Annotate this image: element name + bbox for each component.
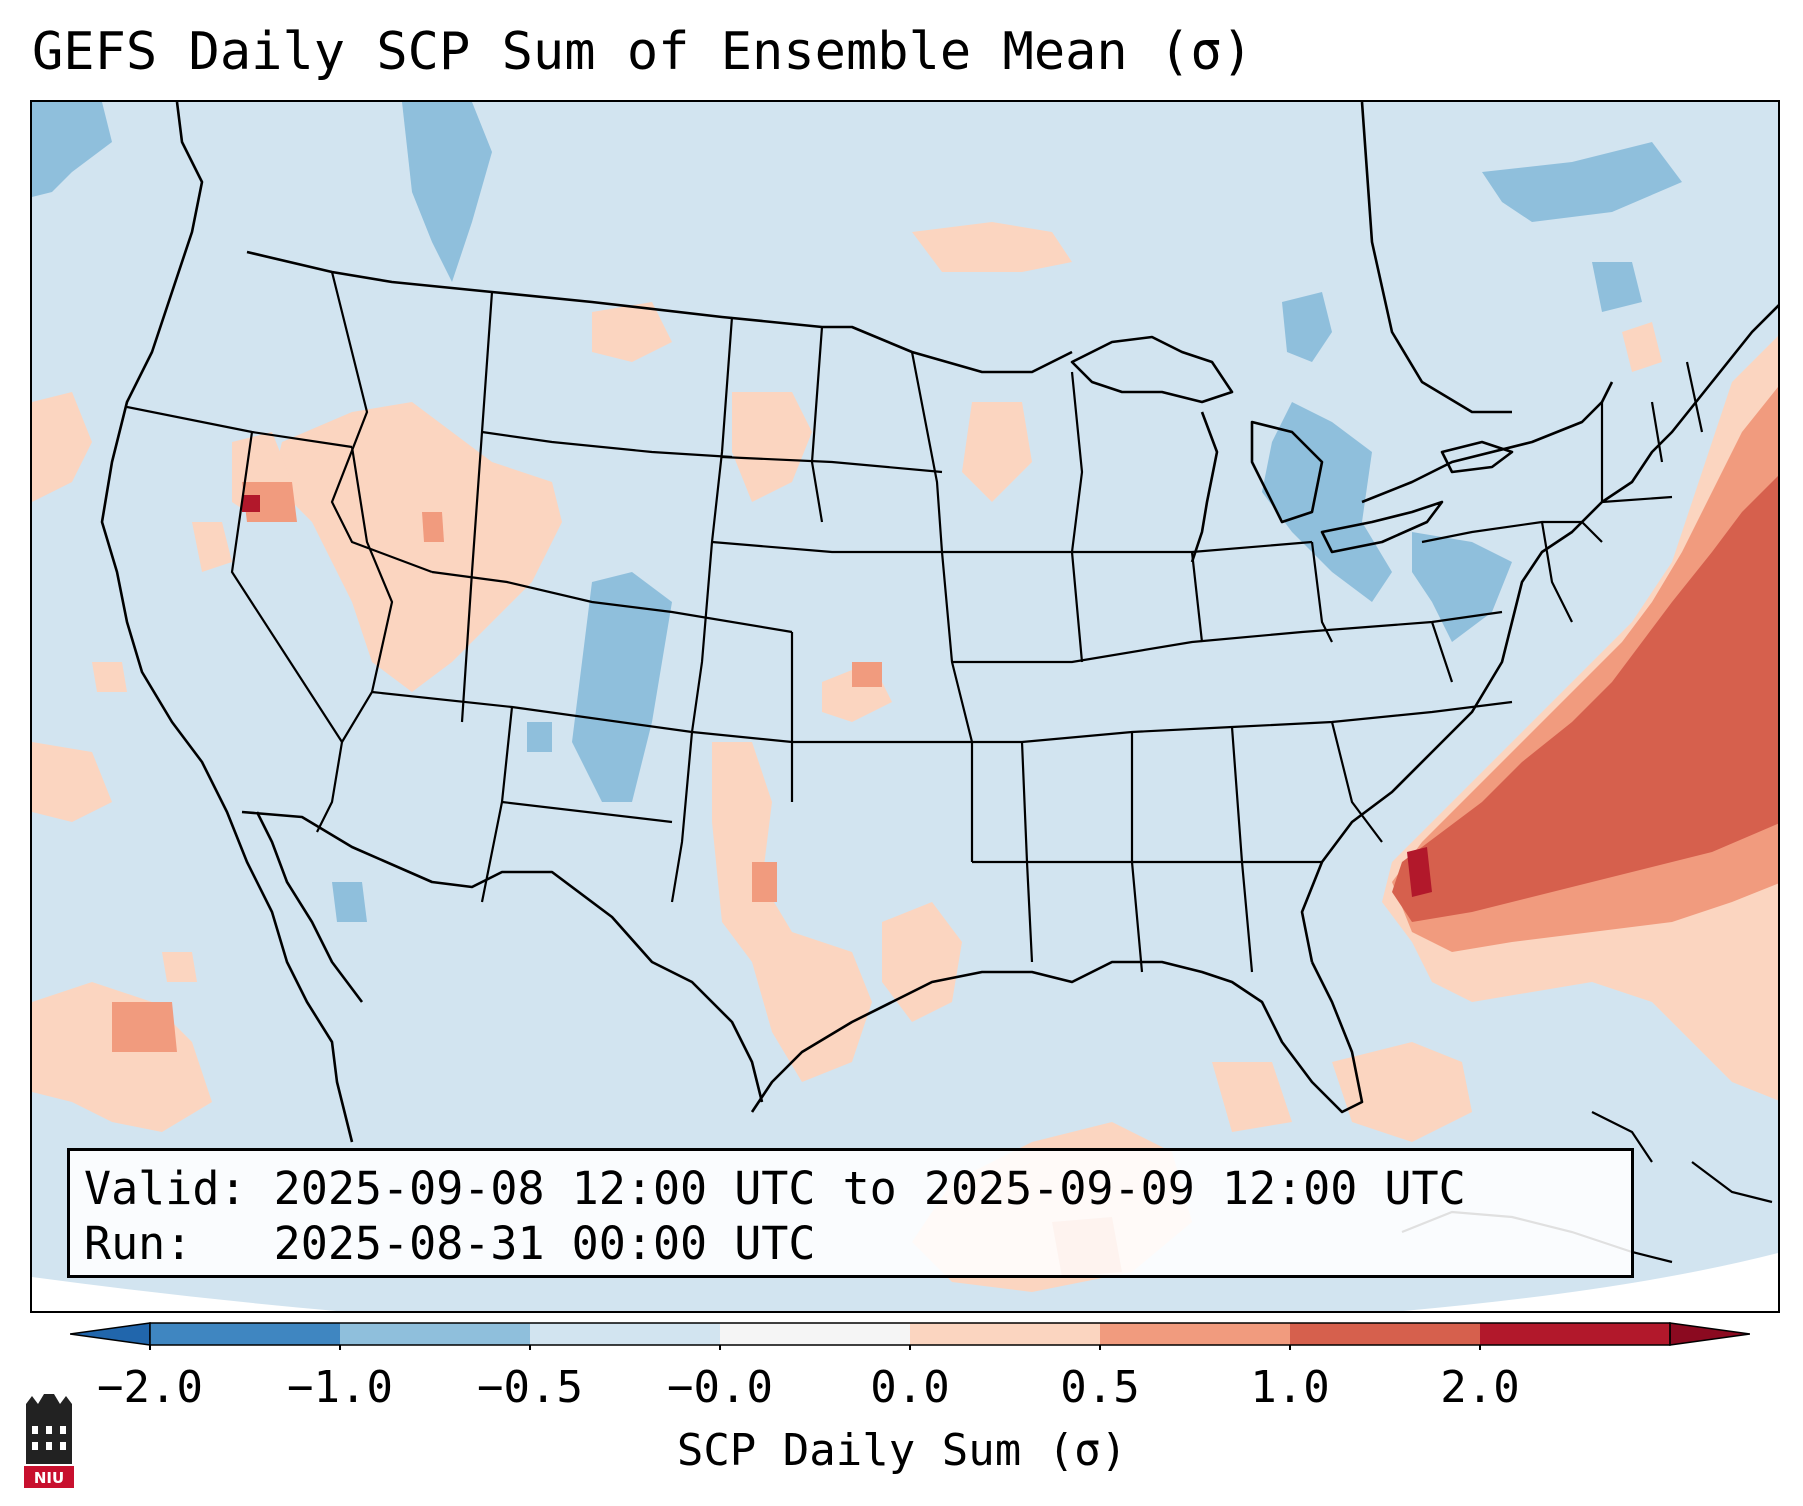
- colorbar-segment: [910, 1323, 1101, 1345]
- colorbar-segment: [530, 1323, 721, 1345]
- colorbar-tick-label: 0.0: [870, 1362, 950, 1413]
- colorbar-extend-low: [70, 1322, 151, 1346]
- colorbar-tick-label: −1.0: [287, 1362, 393, 1413]
- colorbar-segment: [720, 1323, 911, 1345]
- colorbar-segment: [150, 1323, 341, 1345]
- page-title: GEFS Daily SCP Sum of Ensemble Mean (σ): [32, 22, 1253, 82]
- colorbar-tick-label: −0.0: [667, 1362, 773, 1413]
- colorbar-segments: [70, 1322, 1750, 1346]
- niu-building-icon: NIU: [24, 1394, 74, 1488]
- outside-domain: [32, 1253, 1778, 1311]
- colorbar-ticks: [149, 1345, 1481, 1350]
- colorbar-segment: [1100, 1323, 1291, 1345]
- colorbar-extend-high: [1669, 1322, 1750, 1346]
- colorbar-tick-label: −2.0: [97, 1362, 203, 1413]
- colorbar-segment: [340, 1323, 531, 1345]
- colorbar-segment: [1480, 1323, 1671, 1345]
- colorbar-tick-label: 2.0: [1440, 1362, 1520, 1413]
- strong-positive-patches: [242, 495, 260, 512]
- valid-time-text: Valid: 2025-09-08 12:00 UTC to 2025-09-0…: [84, 1162, 1466, 1215]
- map-panel: [30, 100, 1780, 1313]
- colorbar-tick-label: −0.5: [477, 1362, 583, 1413]
- colorbar-label: SCP Daily Sum (σ): [676, 1425, 1128, 1476]
- coastlines: [100, 102, 1778, 1143]
- colorbar-tick-label: 1.0: [1250, 1362, 1330, 1413]
- atlantic-positive-band: [1382, 336, 1778, 1101]
- colorbar-tick-label: 0.5: [1060, 1362, 1140, 1413]
- anomaly-map: [32, 102, 1778, 1311]
- background-field: [32, 102, 1778, 1311]
- state-borders: [126, 271, 1704, 973]
- negative-anomaly-patches: [32, 102, 1682, 922]
- run-info-box: Valid: 2025-09-08 12:00 UTC to 2025-09-0…: [67, 1148, 1634, 1278]
- colorbar: [70, 1322, 1750, 1350]
- logo-text: NIU: [34, 1469, 64, 1487]
- run-time-text: Run: 2025-08-31 00:00 UTC: [84, 1217, 816, 1270]
- colorbar-segment: [1290, 1323, 1481, 1345]
